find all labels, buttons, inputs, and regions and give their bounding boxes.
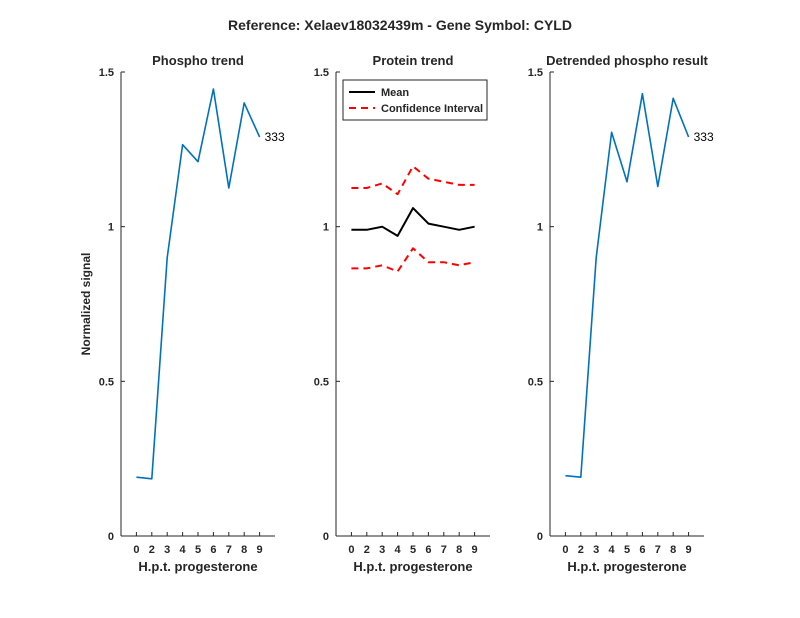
x-tick-label: 9 (686, 544, 692, 556)
x-tick-label: 8 (670, 544, 676, 556)
x-tick-label: 4 (609, 544, 616, 556)
x-tick-label: 0 (133, 544, 139, 556)
series-line-1 (351, 165, 475, 196)
legend-label: Confidence Interval (381, 103, 483, 115)
figure-title: Reference: Xelaev18032439m - Gene Symbol… (228, 17, 572, 33)
y-tick-label: 1 (537, 222, 543, 234)
x-tick-label: 0 (348, 544, 354, 556)
x-tick-label: 9 (472, 544, 478, 556)
y-tick-label: 0 (537, 531, 543, 543)
y-tick-label: 0.5 (314, 376, 329, 388)
x-tick-label: 5 (624, 544, 630, 556)
x-tick-label: 4 (395, 544, 402, 556)
series-line-2 (351, 247, 475, 273)
x-axis-label: H.p.t. progesterone (353, 559, 472, 574)
detrended-phospho-panel: Detrended phospho result H.p.t. progester… (528, 53, 714, 574)
legend-label: Mean (381, 87, 409, 99)
x-tick-label: 8 (456, 544, 462, 556)
y-tick-label: 0 (108, 531, 114, 543)
x-tick-label: 7 (441, 544, 447, 556)
x-tick-label: 7 (226, 544, 232, 556)
x-axis-label: H.p.t. progesterone (138, 559, 257, 574)
legend-box (342, 79, 488, 121)
x-tick-label: 5 (410, 544, 416, 556)
x-tick-label: 5 (195, 544, 201, 556)
series-line-0 (565, 92, 690, 479)
x-tick-label: 2 (149, 544, 155, 556)
series-end-label: 333 (694, 130, 714, 144)
x-tick-label: 0 (562, 544, 568, 556)
x-tick-label: 3 (379, 544, 385, 556)
y-tick-label: 1.5 (314, 67, 329, 79)
panel-title: Protein trend (373, 53, 454, 68)
x-tick-label: 7 (655, 544, 661, 556)
x-tick-label: 2 (578, 544, 584, 556)
y-tick-label: 0.5 (528, 376, 543, 388)
y-tick-label: 1 (108, 222, 114, 234)
series-line-0 (136, 88, 261, 480)
panel-title: Phospho trend (152, 53, 244, 68)
series-end-label: 333 (265, 130, 285, 144)
x-axis-label: H.p.t. progesterone (567, 559, 686, 574)
x-tick-label: 2 (364, 544, 370, 556)
series-line-0 (351, 207, 475, 237)
x-tick-label: 8 (241, 544, 247, 556)
x-tick-label: 3 (593, 544, 599, 556)
x-tick-label: 9 (257, 544, 263, 556)
panel-title: Detrended phospho result (546, 53, 708, 68)
y-axis-label: Normalized signal (79, 253, 93, 356)
y-tick-label: 0.5 (99, 376, 114, 388)
y-tick-label: 0 (323, 531, 329, 543)
x-tick-label: 6 (210, 544, 216, 556)
y-tick-label: 1.5 (528, 67, 543, 79)
x-tick-label: 6 (639, 544, 645, 556)
x-tick-label: 3 (164, 544, 170, 556)
y-tick-label: 1.5 (99, 67, 114, 79)
x-tick-label: 4 (180, 544, 187, 556)
y-tick-label: 1 (323, 222, 329, 234)
x-tick-label: 6 (425, 544, 431, 556)
